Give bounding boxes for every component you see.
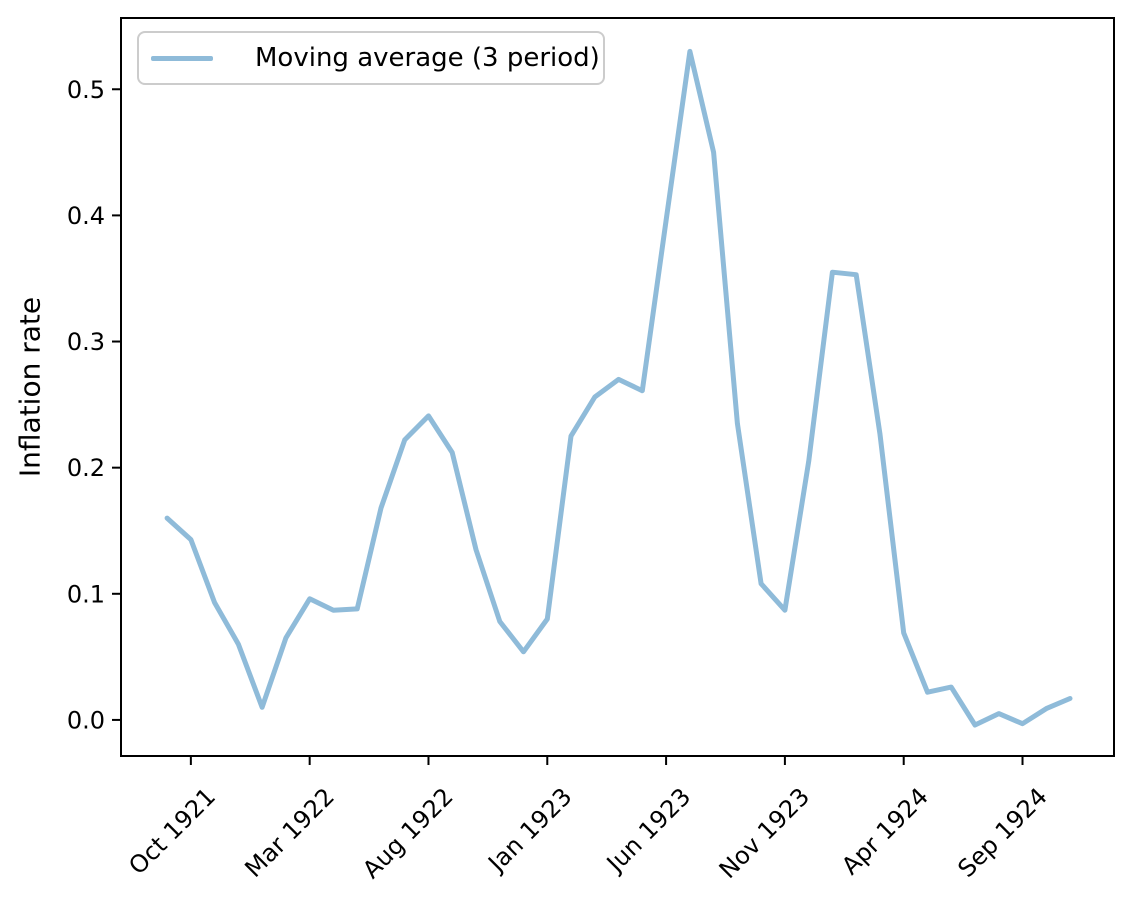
plot-area-spines — [120, 17, 1115, 757]
x-tick-label: Oct 1921 — [123, 782, 221, 880]
x-tick-label: Nov 1923 — [714, 782, 816, 884]
y-tick-label: 0.5 — [67, 76, 105, 104]
y-tick-label: 0.4 — [67, 202, 105, 230]
legend-line-sample-icon — [151, 55, 213, 61]
x-tick-label: Jun 1923 — [600, 782, 696, 878]
legend-label: Moving average (3 period) — [255, 43, 600, 73]
y-tick-label: 0.0 — [67, 706, 105, 734]
y-tick-label: 0.2 — [67, 454, 105, 482]
y-tick-label: 0.1 — [67, 580, 105, 608]
moving-average-line — [164, 48, 1073, 728]
x-tick-label: Sep 1924 — [952, 782, 1052, 882]
y-axis-label: Inflation rate — [13, 296, 47, 478]
y-tick-label: 0.3 — [67, 328, 105, 356]
legend: Moving average (3 period) — [137, 31, 605, 85]
x-tick-label: Mar 1922 — [240, 782, 340, 882]
x-tick-label: Aug 1922 — [357, 782, 459, 884]
x-tick-label: Apr 1924 — [836, 782, 934, 880]
x-tick-label: Jan 1923 — [482, 782, 578, 878]
